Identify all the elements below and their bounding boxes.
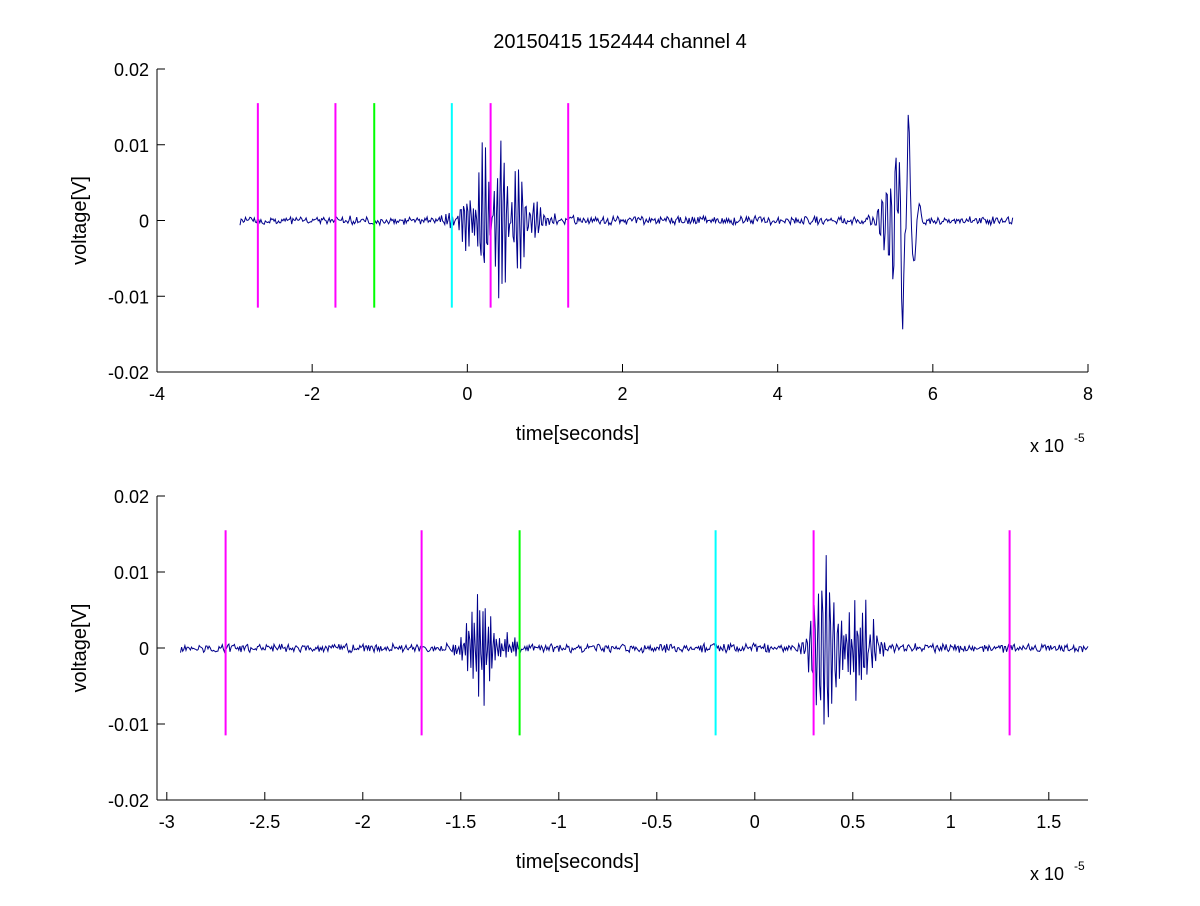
y-axis-label: voltage[V]: [69, 604, 91, 693]
signal-trace: [180, 555, 1089, 725]
y-tick-label: 0.01: [114, 136, 149, 156]
y-tick-label: 0.02: [114, 60, 149, 80]
x-tick-label: 1: [946, 812, 956, 832]
x-tick-label: 4: [773, 384, 783, 404]
x-tick-label: 6: [928, 384, 938, 404]
x-tick-label: -0.5: [641, 812, 672, 832]
x-exponent-label: x 10: [1030, 436, 1064, 456]
x-tick-label: -4: [149, 384, 165, 404]
x-tick-label: -1.5: [445, 812, 476, 832]
y-tick-label: 0.01: [114, 563, 149, 583]
x-tick-label: 1.5: [1036, 812, 1061, 832]
x-exponent-power: -5: [1074, 431, 1085, 445]
y-tick-label: 0: [139, 639, 149, 659]
x-tick-label: -3: [159, 812, 175, 832]
x-exponent-label: x 10: [1030, 864, 1064, 884]
bottom-subplot: -3 -2.5 -2 -1.5 -1 -0.5 0 0.5 1 1.5 -0.02 -0.01 0 0.0…: [69, 487, 1089, 884]
y-tick-label: -0.02: [108, 791, 149, 811]
top-subplot: -4 -2 0 2 4 6 8 -0.02 -0.01 0 0.01 0.02 time[seconds…: [69, 60, 1093, 456]
y-tick-label: -0.01: [108, 287, 149, 307]
y-tick-label: 0: [139, 212, 149, 232]
x-tick-label: -2.5: [249, 812, 280, 832]
x-tick-label: -1: [551, 812, 567, 832]
x-exponent-power: -5: [1074, 859, 1085, 873]
x-axis-label: time[seconds]: [516, 423, 639, 445]
signal-trace: [239, 114, 1014, 330]
x-tick-label: -2: [355, 812, 371, 832]
x-tick-label: 0.5: [840, 812, 865, 832]
figure-title: 20150415 152444 channel 4: [493, 31, 747, 53]
y-tick-label: -0.01: [108, 715, 149, 735]
x-axis-label: time[seconds]: [516, 851, 639, 873]
y-tick-label: -0.02: [108, 363, 149, 383]
y-tick-label: 0.02: [114, 487, 149, 507]
y-axis-label: voltage[V]: [69, 176, 91, 265]
x-tick-label: 2: [617, 384, 627, 404]
x-tick-label: 8: [1083, 384, 1093, 404]
x-tick-label: -2: [304, 384, 320, 404]
x-tick-label: 0: [750, 812, 760, 832]
x-tick-label: 0: [462, 384, 472, 404]
